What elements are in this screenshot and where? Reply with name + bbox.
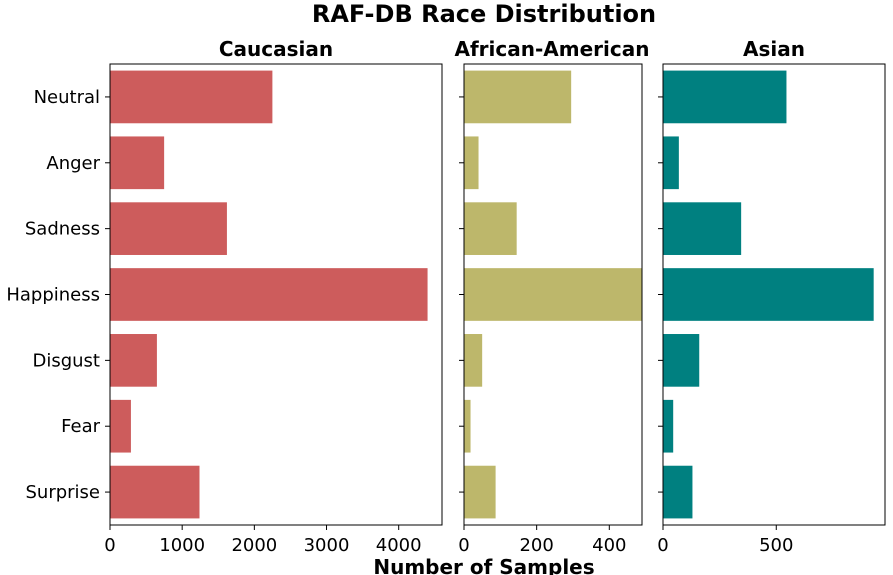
category-label: Sadness (25, 219, 100, 240)
x-axis-label: Number of Samples (373, 555, 594, 575)
bar-surprise (663, 465, 693, 519)
bar-fear (110, 399, 131, 453)
panel-caucasian: Caucasian 0 1000 2000 3000 4000 (104, 37, 443, 556)
bar-sadness (110, 202, 227, 255)
panel-title-caucasian: Caucasian (219, 37, 333, 61)
x-tick-label: 200 (519, 535, 553, 556)
x-tick-label: 0 (104, 535, 115, 556)
bar-neutral (663, 70, 787, 124)
category-label: Fear (61, 416, 100, 437)
bar-disgust (464, 334, 483, 387)
category-label: Disgust (32, 350, 100, 371)
bar-neutral (464, 70, 572, 124)
bar-surprise (464, 465, 496, 519)
bar-anger (110, 136, 165, 190)
x-tick-label: 0 (657, 535, 668, 556)
bar-neutral (110, 70, 273, 124)
x-tick-label: 500 (759, 535, 793, 556)
category-label: Surprise (25, 482, 100, 503)
bar-disgust (110, 334, 157, 387)
bar-happiness (464, 268, 642, 321)
x-tick-label: 400 (592, 535, 626, 556)
x-tick-label: 4000 (376, 535, 422, 556)
plot-frame (463, 63, 643, 526)
plot-frame (109, 63, 443, 526)
category-label: Anger (46, 153, 100, 174)
bar-happiness (663, 268, 874, 321)
x-tick-label: 0 (458, 535, 469, 556)
bar-fear (464, 399, 471, 453)
x-tick-label: 2000 (231, 535, 277, 556)
bar-sadness (663, 202, 742, 255)
x-tick-label: 3000 (304, 535, 350, 556)
panel-title-asian: Asian (743, 37, 805, 61)
bar-anger (663, 136, 679, 190)
panel-african-american: African-American 0 200 400 (455, 37, 650, 556)
x-tick-label: 1000 (159, 535, 205, 556)
panel-asian: Asian 0 500 (657, 37, 886, 556)
chart-title: RAF-DB Race Distribution (312, 0, 656, 28)
bar-happiness (110, 268, 428, 321)
category-axis: Neutral Anger Sadness Happiness Disgust Fear S… (6, 87, 100, 503)
bar-disgust (663, 334, 700, 387)
bar-sadness (464, 202, 517, 255)
bar-fear (663, 399, 674, 453)
bar-anger (464, 136, 479, 190)
bar-surprise (110, 465, 200, 519)
category-label: Happiness (6, 285, 100, 306)
plot-frame (662, 63, 886, 526)
category-label: Neutral (34, 87, 100, 108)
panel-title-african-american: African-American (455, 37, 650, 61)
